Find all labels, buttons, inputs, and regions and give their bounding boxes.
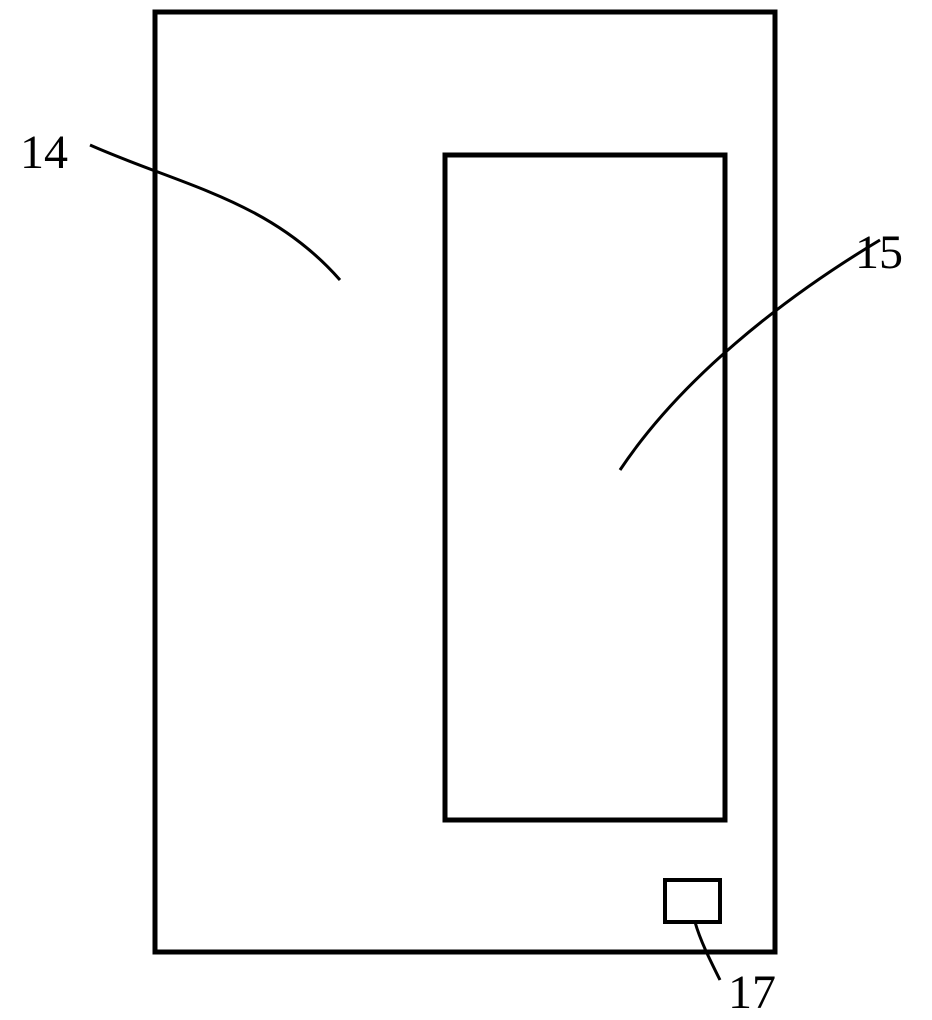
diagram-svg (0, 0, 932, 1007)
leader-line-14 (90, 145, 340, 280)
label-14: 14 (20, 125, 68, 180)
technical-diagram: 14 15 17 (0, 0, 932, 1007)
label-17: 17 (728, 965, 776, 1020)
label-15: 15 (855, 225, 903, 280)
small-rectangle-17 (665, 880, 720, 922)
inner-rectangle-15 (445, 155, 725, 820)
leader-line-15 (620, 240, 880, 470)
